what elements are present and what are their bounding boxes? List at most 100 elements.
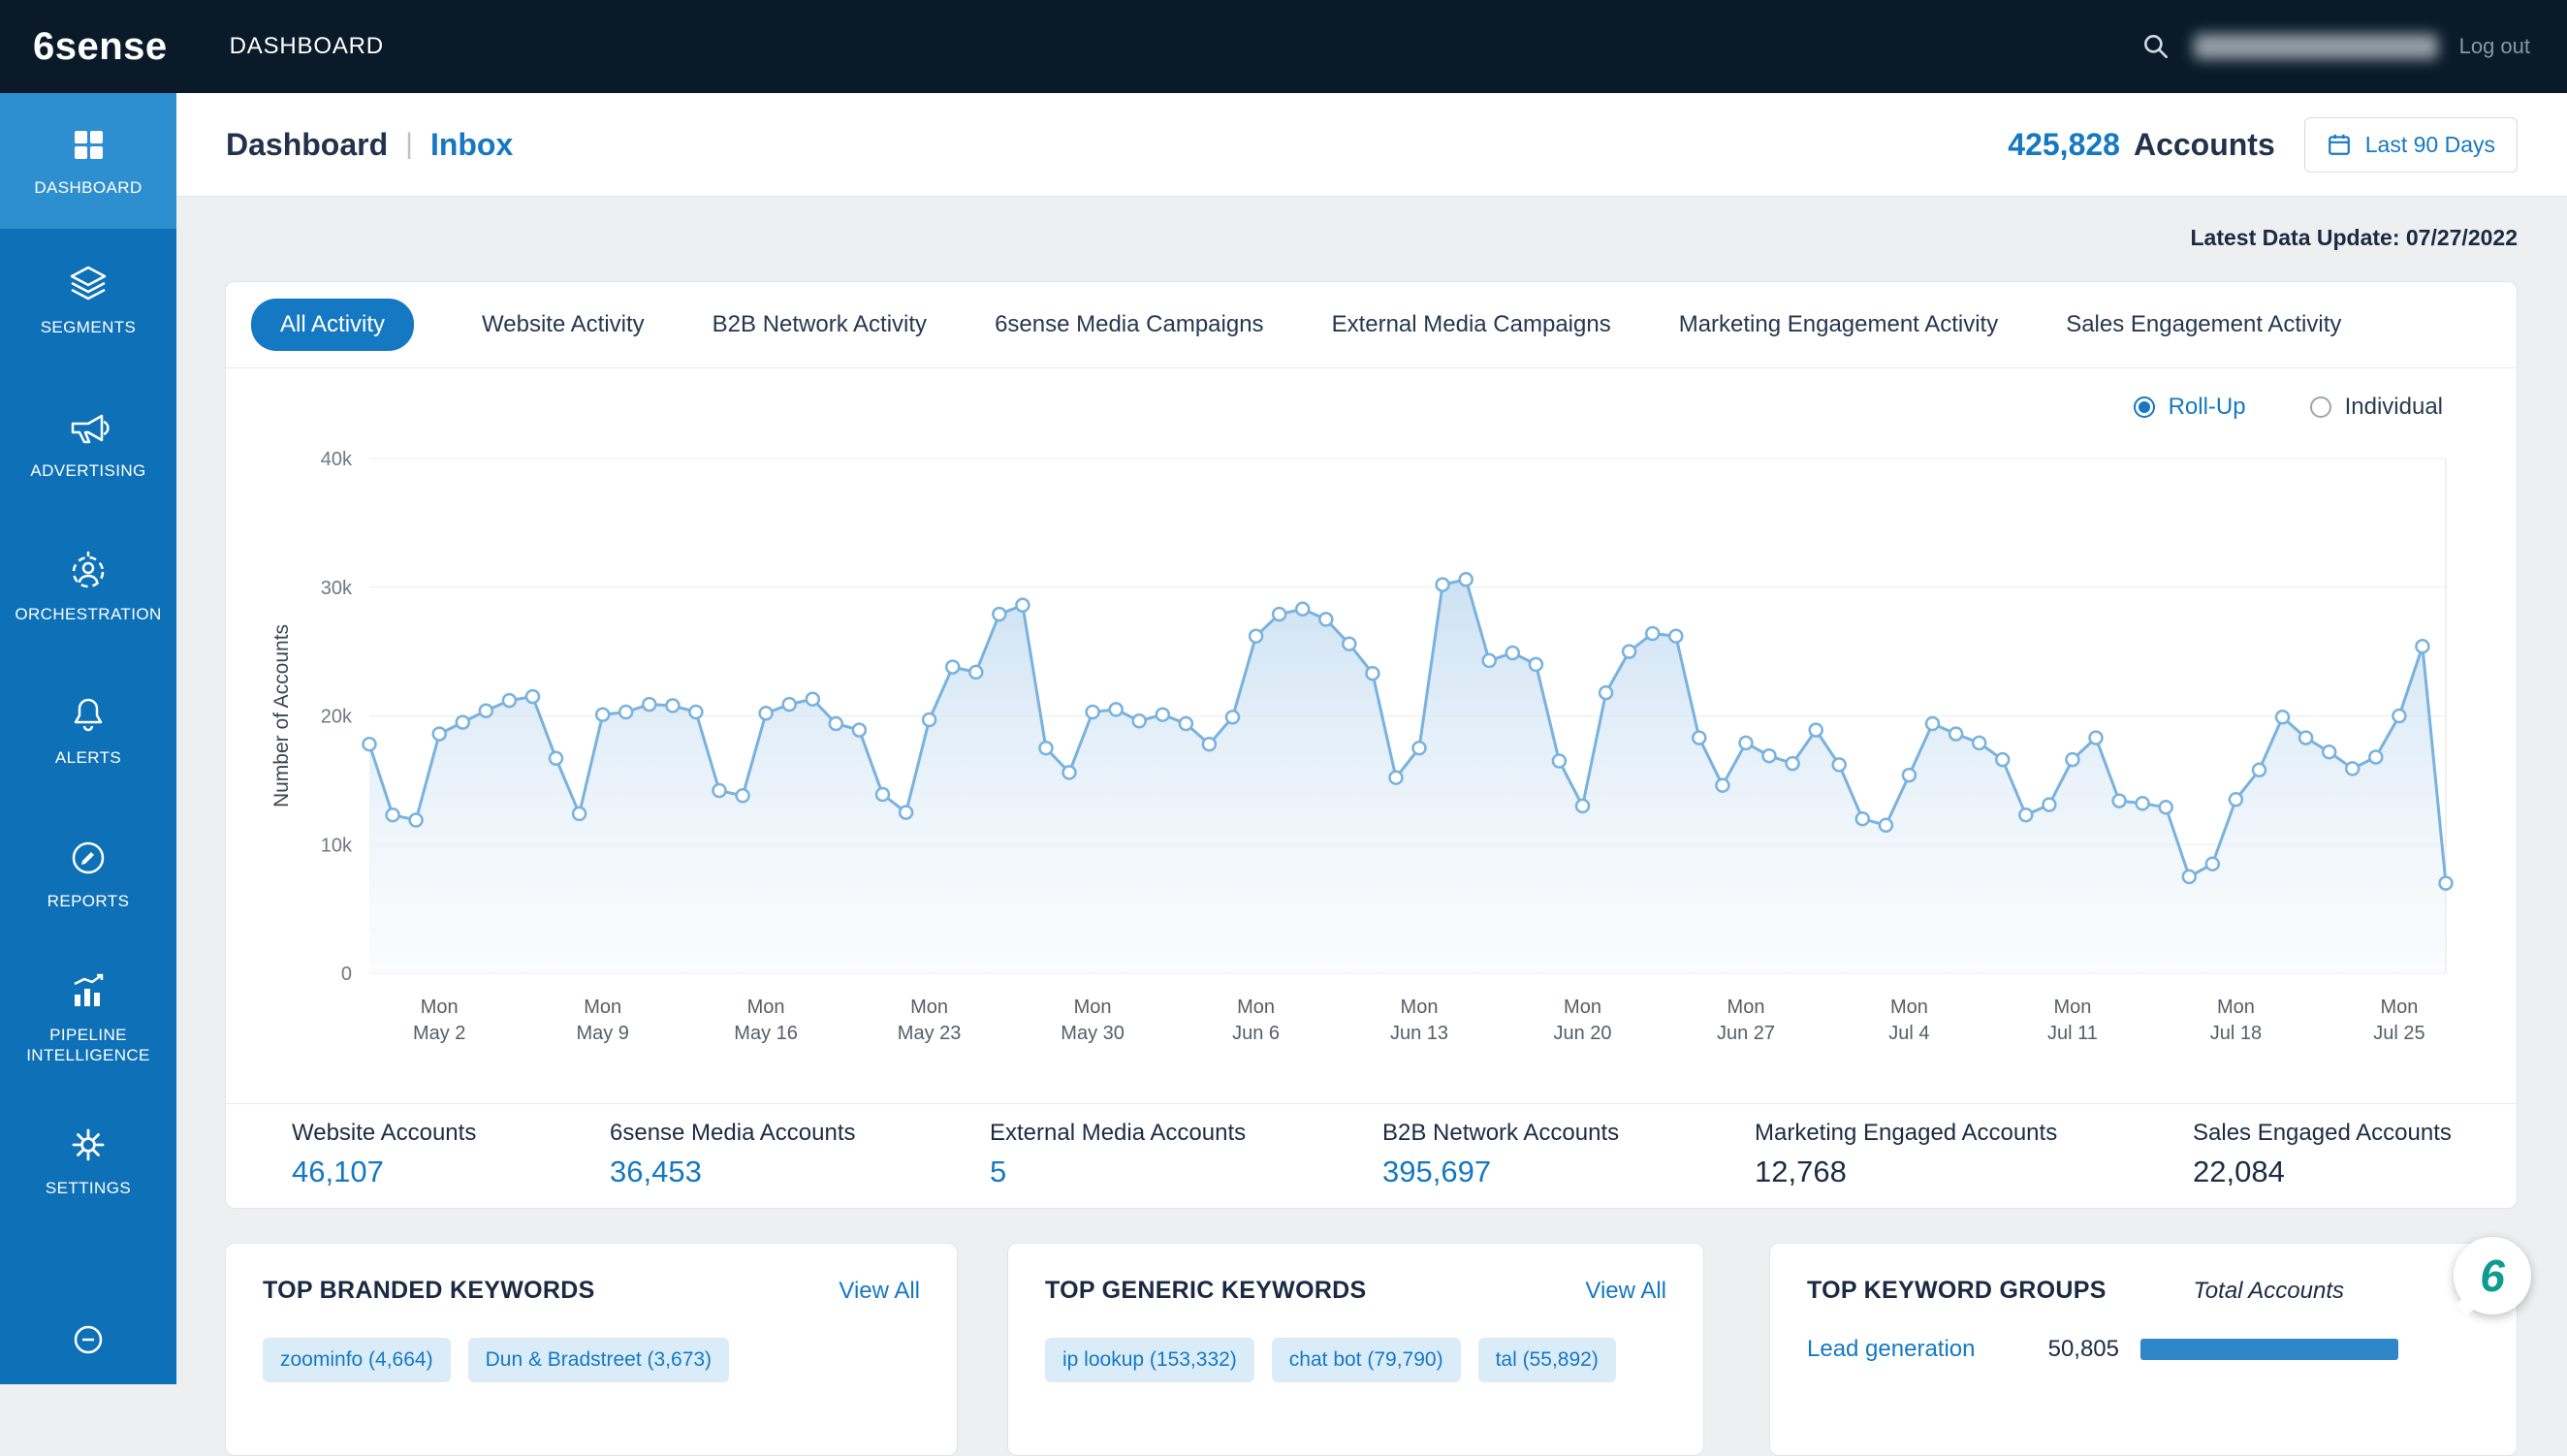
stat-label: External Media Accounts (990, 1120, 1247, 1146)
dashboard-grid-icon (75, 131, 103, 160)
reports-icon (72, 842, 105, 874)
stat-label: B2B Network Accounts (1382, 1120, 1620, 1146)
svg-text:10k: 10k (321, 835, 353, 856)
rollup-radio[interactable]: Roll-Up (2133, 394, 2246, 421)
svg-text:Jul 18: Jul 18 (2210, 1023, 2262, 1044)
top-keyword-groups-card: TOP KEYWORD GROUPS Total Accounts Lead g… (1769, 1243, 2518, 1456)
activity-card: All Activity Website Activity B2B Networ… (225, 281, 2518, 1209)
svg-text:May 16: May 16 (734, 1023, 798, 1044)
keyword-group-bar (2140, 1339, 2398, 1360)
tab-marketing-engagement-activity[interactable]: Marketing Engagement Activity (1678, 311, 1999, 337)
svg-text:Jun 13: Jun 13 (1390, 1023, 1448, 1044)
stat-value[interactable]: 36,453 (610, 1155, 702, 1188)
keyword-chip[interactable]: chat bot (79,790) (1271, 1338, 1461, 1382)
svg-text:Mon: Mon (2380, 997, 2418, 1018)
sidebar-item-orchestration[interactable]: ORCHESTRATION (0, 516, 176, 659)
sidebar-item-alerts[interactable]: ALERTS (0, 659, 176, 803)
svg-text:Mon: Mon (1237, 997, 1275, 1018)
inbox-link[interactable]: Inbox (429, 126, 514, 162)
6sense-mark-icon: 6 (2480, 1250, 2505, 1301)
svg-text:Jun 6: Jun 6 (1232, 1023, 1280, 1044)
keyword-chip[interactable]: tal (55,892) (1477, 1338, 1616, 1382)
sidebar-label: SETTINGS (45, 1179, 132, 1198)
sidebar-item-advertising[interactable]: ADVERTISING (0, 372, 176, 516)
sidebar: DASHBOARD SEGMENTS ADVERTISING ORCHESTRA… (0, 93, 176, 1384)
6sense-logo: 6sense (33, 24, 168, 68)
pipeline-intelligence-chart-icon (74, 973, 104, 1006)
stat-b2b-network-accounts: B2B Network Accounts 395,697 (1382, 1120, 1619, 1189)
stat-6sense-media-accounts: 6sense Media Accounts 36,453 (610, 1120, 856, 1189)
individual-label: Individual (2344, 394, 2443, 420)
tab-all-activity[interactable]: All Activity (251, 299, 415, 351)
svg-text:May 23: May 23 (898, 1023, 962, 1044)
stat-label: Marketing Engaged Accounts (1755, 1120, 2058, 1146)
sidebar-item-pipeline-intelligence[interactable]: PIPELINE INTELLIGENCE (0, 946, 176, 1090)
activity-area-chart: 0 10k 20k 30k 40k Mon May 2 Mon May 9 Mon May 16 Mo… (270, 449, 2454, 1044)
radio-selected-icon (2133, 396, 2155, 418)
stat-value[interactable]: 5 (990, 1155, 1007, 1188)
stat-value[interactable]: 395,697 (1382, 1155, 1492, 1188)
circle-minus-icon (74, 1325, 103, 1354)
top-generic-keywords-card: TOP GENERIC KEYWORDS View All ip lookup … (1007, 1243, 1704, 1456)
svg-text:Mon: Mon (2217, 997, 2255, 1018)
svg-text:40k: 40k (321, 449, 353, 470)
stat-sales-engaged-accounts: Sales Engaged Accounts 22,084 (2193, 1120, 2452, 1189)
radio-unselected-icon (2309, 396, 2331, 418)
sidebar-label: ALERTS (54, 748, 122, 768)
accounts-count: 425,828 (2008, 126, 2120, 162)
svg-text:Mon: Mon (1401, 997, 1439, 1018)
sidebar-item-reports[interactable]: REPORTS (0, 803, 176, 946)
page-title: Dashboard (226, 126, 389, 162)
tab-external-media-campaigns[interactable]: External Media Campaigns (1331, 311, 1611, 337)
svg-text:Jun 27: Jun 27 (1717, 1023, 1775, 1044)
top-branded-keywords-card: TOP BRANDED KEYWORDS View All zoominfo (… (225, 1243, 958, 1456)
svg-text:20k: 20k (321, 707, 353, 728)
page-header: Dashboard | Inbox 425,828 Accounts Last … (176, 93, 2567, 197)
sidebar-item-segments[interactable]: SEGMENTS (0, 229, 176, 372)
total-accounts-column-header: Total Accounts (2193, 1277, 2344, 1304)
keyword-chip[interactable]: zoominfo (4,664) (263, 1338, 451, 1382)
svg-text:Mon: Mon (1074, 997, 1112, 1018)
tab-website-activity[interactable]: Website Activity (482, 311, 645, 337)
latest-data-update: Latest Data Update: 07/27/2022 (2190, 225, 2519, 250)
topnav-dashboard-label[interactable]: DASHBOARD (229, 33, 384, 59)
branded-view-all-link[interactable]: View All (839, 1277, 920, 1304)
svg-text:Mon: Mon (2053, 997, 2091, 1018)
keyword-chip[interactable]: ip lookup (153,332) (1045, 1338, 1254, 1382)
stat-marketing-engaged-accounts: Marketing Engaged Accounts 12,768 (1755, 1120, 2057, 1189)
sidebar-item-dashboard[interactable]: DASHBOARD (0, 93, 176, 229)
logout-link[interactable]: Log out (2458, 34, 2530, 58)
settings-gear-icon (72, 1128, 105, 1161)
stat-label: Website Accounts (292, 1120, 477, 1146)
svg-text:Mon: Mon (1890, 997, 1928, 1018)
user-email-redacted (2193, 34, 2438, 59)
svg-text:Jul 4: Jul 4 (1888, 1023, 1929, 1044)
stat-value: 22,084 (2193, 1155, 2285, 1188)
branded-keywords-title: TOP BRANDED KEYWORDS (263, 1277, 595, 1304)
generic-view-all-link[interactable]: View All (1585, 1277, 1666, 1304)
tab-b2b-network-activity[interactable]: B2B Network Activity (712, 311, 928, 337)
sidebar-label: PIPELINE INTELLIGENCE (26, 1025, 150, 1064)
svg-text:Jul 25: Jul 25 (2373, 1023, 2424, 1044)
tab-sales-engagement-activity[interactable]: Sales Engagement Activity (2066, 311, 2342, 337)
stat-value[interactable]: 46,107 (292, 1155, 384, 1188)
accounts-label: Accounts (2133, 126, 2275, 162)
alerts-bell-icon (74, 699, 103, 732)
search-icon[interactable] (2139, 30, 2172, 63)
svg-text:Jun 20: Jun 20 (1553, 1023, 1611, 1044)
keyword-group-row: Lead generation 50,805 (1807, 1336, 2480, 1363)
date-range-button[interactable]: Last 90 Days (2303, 116, 2518, 173)
sidebar-label: ORCHESTRATION (15, 605, 162, 624)
keyword-chip[interactable]: Dun & Bradstreet (3,673) (467, 1338, 730, 1382)
svg-text:30k: 30k (321, 578, 353, 599)
svg-text:May 9: May 9 (576, 1023, 628, 1044)
segments-layers-icon (70, 267, 107, 301)
keyword-group-value: 50,805 (2047, 1336, 2119, 1362)
6sense-chat-widget[interactable]: 6 (2454, 1237, 2531, 1314)
generic-keywords-title: TOP GENERIC KEYWORDS (1045, 1277, 1367, 1304)
tab-6sense-media-campaigns[interactable]: 6sense Media Campaigns (995, 311, 1264, 337)
keyword-group-link[interactable]: Lead generation (1807, 1336, 1976, 1362)
sidebar-collapse-button[interactable] (0, 1295, 176, 1384)
individual-radio[interactable]: Individual (2309, 394, 2443, 421)
sidebar-item-settings[interactable]: SETTINGS (0, 1090, 176, 1233)
